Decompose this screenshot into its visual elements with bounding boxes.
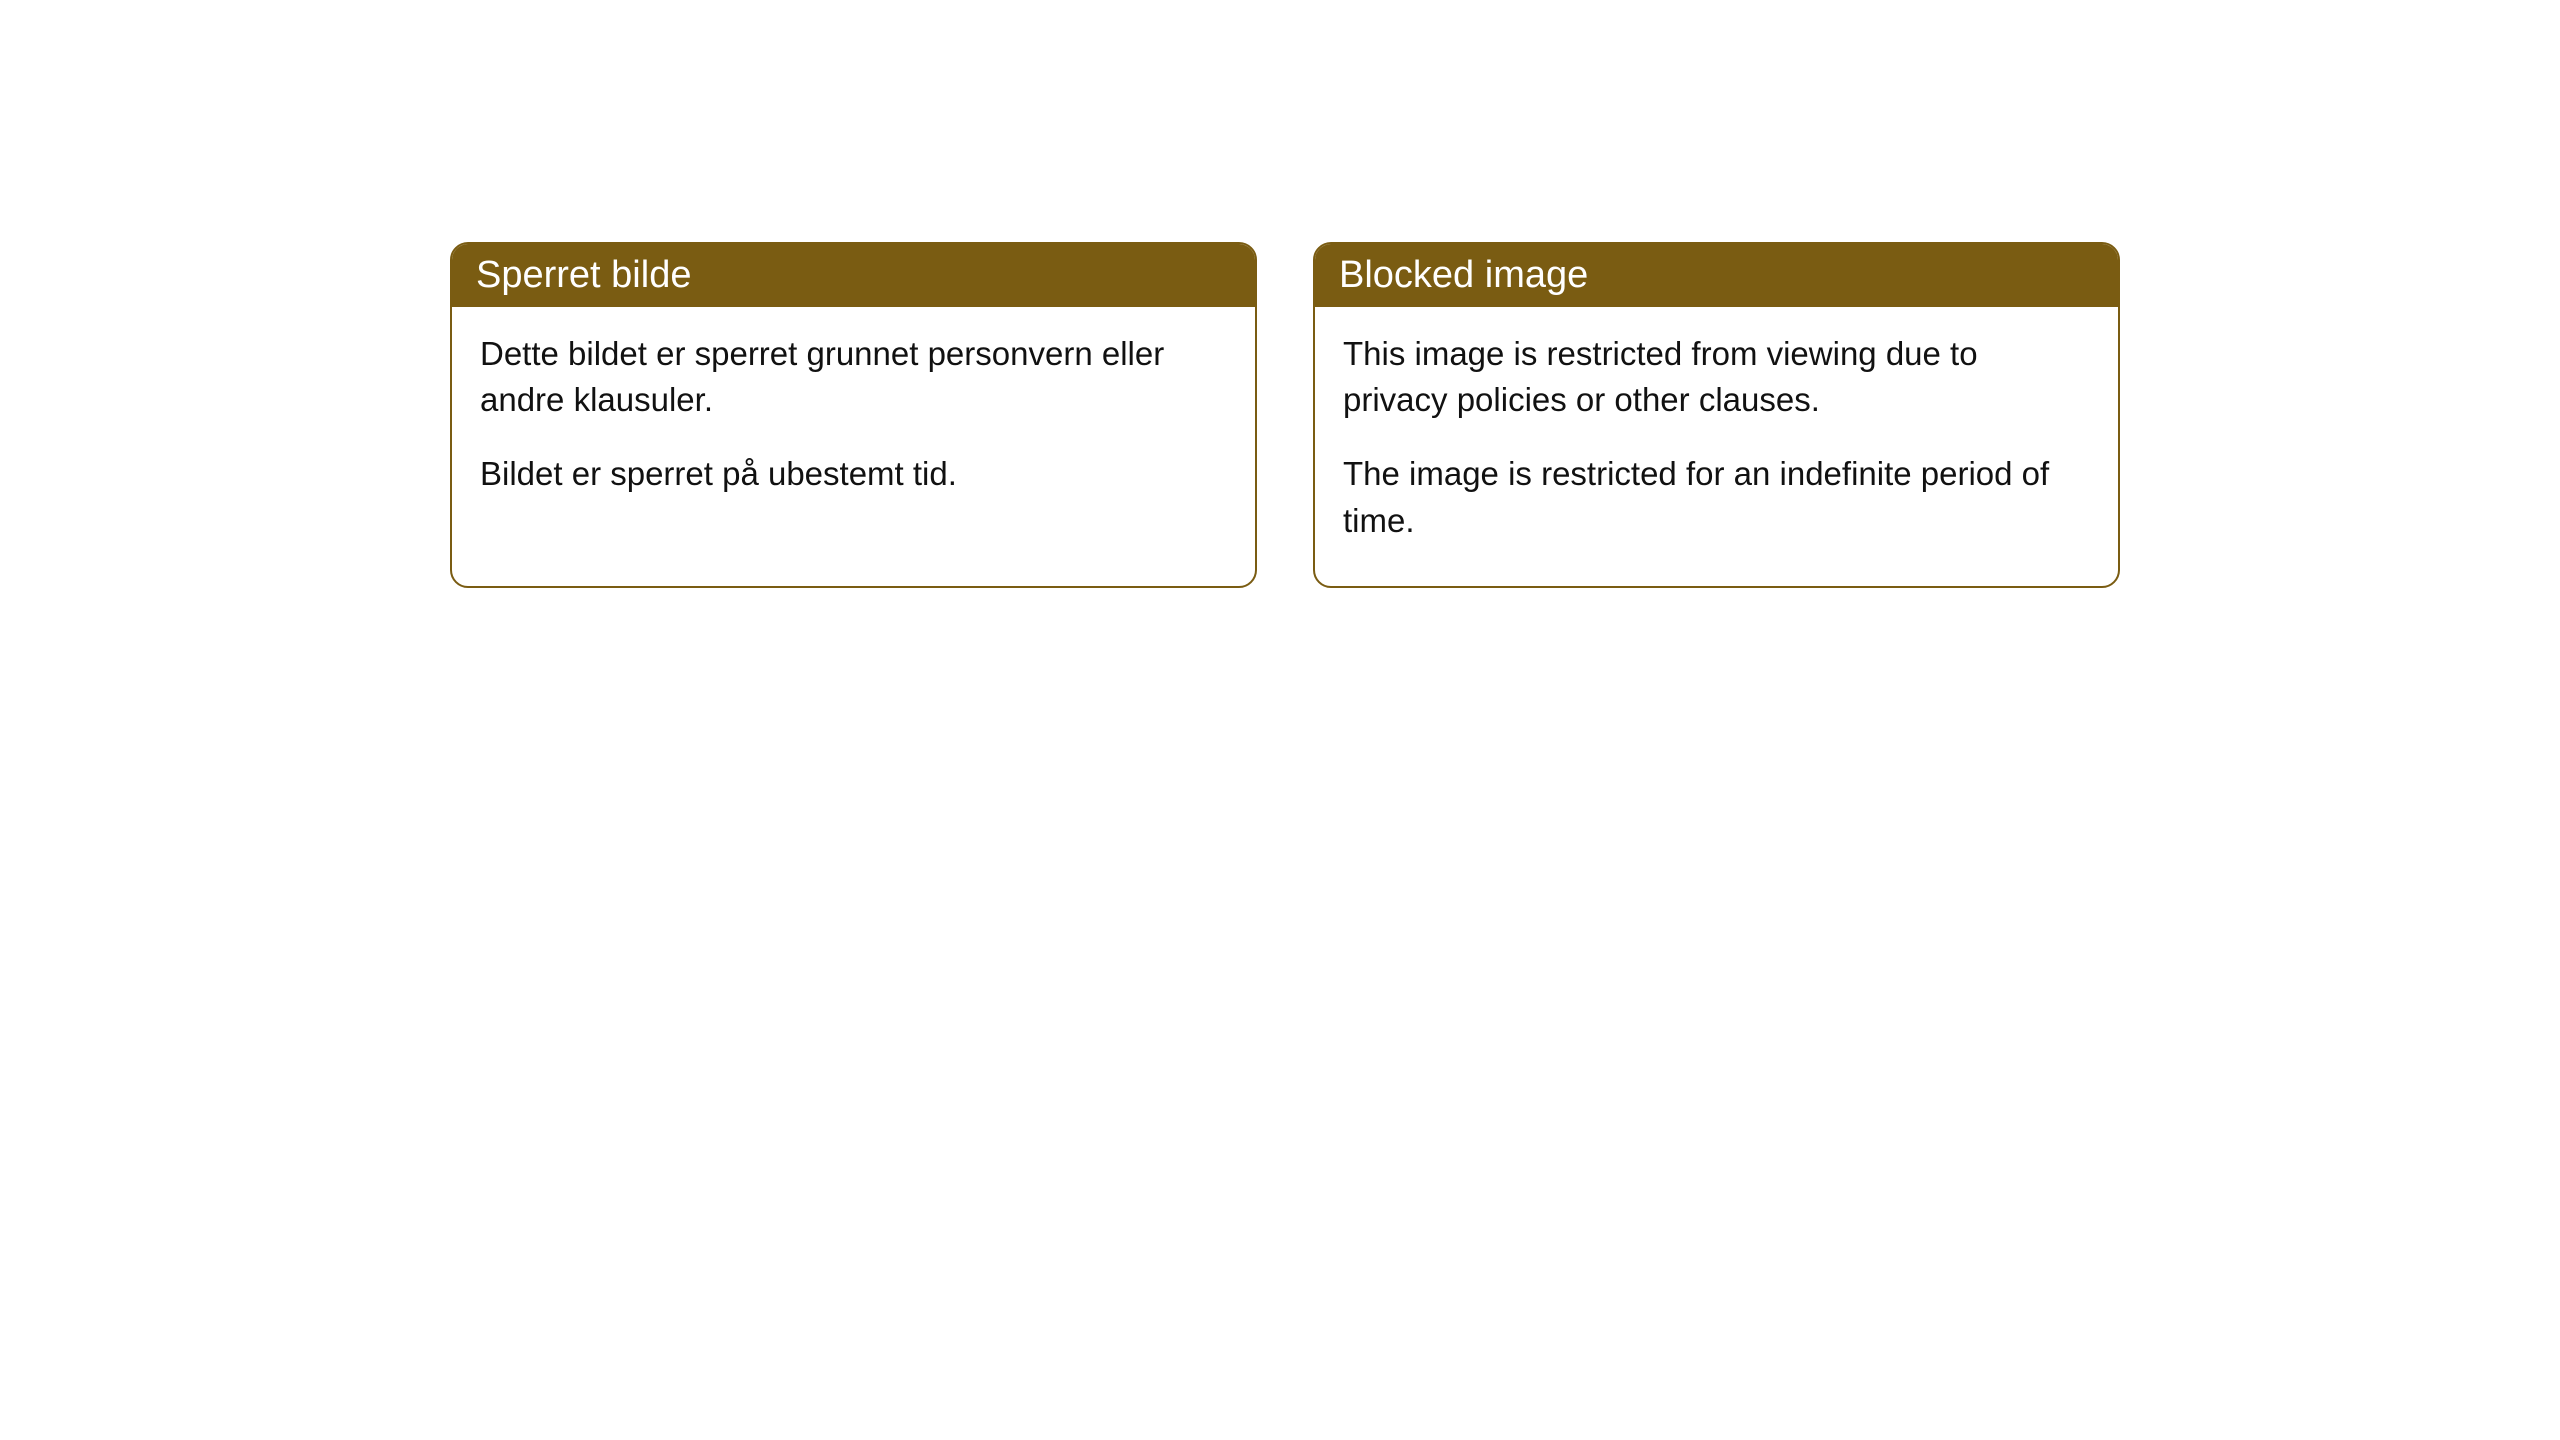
card-header: Sperret bilde — [452, 244, 1255, 307]
card-paragraph: Dette bildet er sperret grunnet personve… — [480, 331, 1227, 423]
notice-cards-container: Sperret bilde Dette bildet er sperret gr… — [450, 242, 2120, 588]
card-header: Blocked image — [1315, 244, 2118, 307]
card-title: Blocked image — [1339, 254, 1588, 296]
card-paragraph: Bildet er sperret på ubestemt tid. — [480, 451, 1227, 497]
card-paragraph: The image is restricted for an indefinit… — [1343, 451, 2090, 543]
card-paragraph: This image is restricted from viewing du… — [1343, 331, 2090, 423]
card-body: Dette bildet er sperret grunnet personve… — [452, 307, 1255, 540]
notice-card-english: Blocked image This image is restricted f… — [1313, 242, 2120, 588]
notice-card-norwegian: Sperret bilde Dette bildet er sperret gr… — [450, 242, 1257, 588]
card-title: Sperret bilde — [476, 254, 691, 296]
card-body: This image is restricted from viewing du… — [1315, 307, 2118, 586]
